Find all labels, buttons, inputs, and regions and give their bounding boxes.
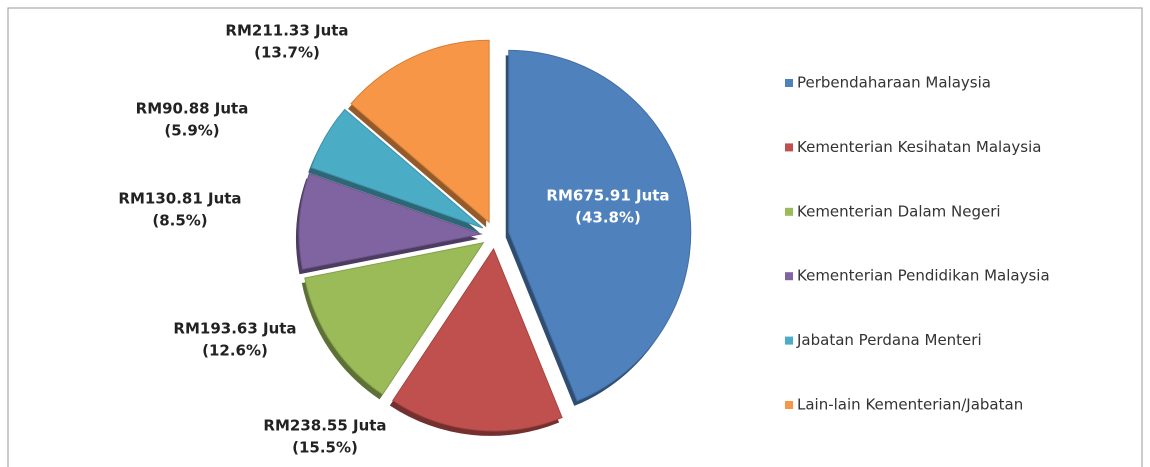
slice: [304, 242, 485, 396]
percent-label: (13.7%): [254, 44, 320, 62]
legend-swatch: [785, 79, 793, 87]
chart-frame: [7, 7, 1143, 467]
slice: [350, 39, 490, 224]
percent-label: (43.8%): [575, 209, 641, 227]
legend-swatch: [785, 336, 793, 345]
data-label: RM238.55 Juta: [263, 417, 386, 435]
percent-label: (12.6%): [202, 342, 268, 360]
data-label: RM193.63 Juta: [173, 320, 296, 338]
data-label: RM90.88 Juta: [136, 100, 249, 118]
percent-label: (15.5%): [292, 439, 358, 457]
legend-swatch: [785, 272, 793, 281]
data-label: RM211.33 Juta: [225, 22, 348, 40]
legend-label: Jabatan Perdana Menteri: [796, 331, 982, 349]
legend-label: Perbendaharaan Malaysia: [797, 74, 991, 92]
legend-label: Kementerian Kesihatan Malaysia: [797, 138, 1041, 156]
percent-label: (5.9%): [164, 122, 219, 140]
slice: [392, 247, 563, 432]
slice: [298, 172, 483, 270]
legend-swatch: [785, 207, 793, 216]
legend-swatch: [785, 401, 793, 409]
legend-swatch: [785, 143, 793, 152]
data-label: RM130.81 Juta: [118, 190, 241, 208]
slice: [508, 49, 692, 402]
percent-label: (8.5%): [152, 212, 207, 230]
legend-label: Kementerian Pendidikan Malaysia: [797, 267, 1050, 285]
legend-label: Kementerian Dalam Negeri: [797, 202, 1001, 220]
legend-label: Lain-lain Kementerian/Jabatan: [797, 396, 1023, 414]
slice: [310, 108, 484, 229]
data-label: RM675.91 Juta: [546, 187, 669, 205]
